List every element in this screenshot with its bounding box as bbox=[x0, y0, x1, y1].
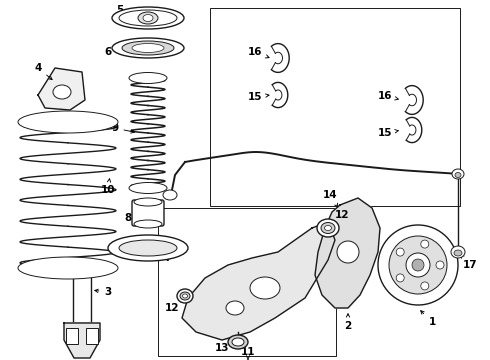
Ellipse shape bbox=[119, 240, 177, 256]
Ellipse shape bbox=[177, 289, 193, 303]
Ellipse shape bbox=[18, 111, 118, 133]
Ellipse shape bbox=[389, 236, 447, 294]
Text: 8: 8 bbox=[124, 213, 145, 223]
Ellipse shape bbox=[232, 338, 244, 346]
FancyBboxPatch shape bbox=[132, 200, 164, 226]
Text: 14: 14 bbox=[323, 190, 338, 207]
Bar bbox=[66, 328, 78, 344]
Ellipse shape bbox=[226, 301, 244, 315]
Ellipse shape bbox=[421, 282, 429, 290]
Text: 9: 9 bbox=[111, 123, 134, 133]
Ellipse shape bbox=[412, 259, 424, 271]
Polygon shape bbox=[315, 198, 380, 308]
Ellipse shape bbox=[396, 248, 404, 256]
Ellipse shape bbox=[337, 241, 359, 263]
Ellipse shape bbox=[108, 235, 188, 261]
Ellipse shape bbox=[421, 240, 429, 248]
Text: 17: 17 bbox=[461, 255, 477, 270]
Text: 12: 12 bbox=[165, 298, 183, 313]
Text: 6: 6 bbox=[104, 47, 126, 57]
Ellipse shape bbox=[53, 85, 71, 99]
Ellipse shape bbox=[132, 44, 164, 53]
Ellipse shape bbox=[406, 253, 430, 277]
Ellipse shape bbox=[138, 12, 158, 24]
Bar bbox=[210, 8, 460, 206]
Ellipse shape bbox=[250, 277, 280, 299]
Text: 13: 13 bbox=[215, 343, 235, 353]
Ellipse shape bbox=[129, 72, 167, 84]
Bar bbox=[73, 268, 91, 323]
Ellipse shape bbox=[180, 292, 190, 300]
Ellipse shape bbox=[119, 10, 177, 26]
Ellipse shape bbox=[378, 225, 458, 305]
Ellipse shape bbox=[143, 14, 153, 22]
Text: 15: 15 bbox=[248, 92, 269, 102]
Ellipse shape bbox=[182, 294, 188, 298]
Ellipse shape bbox=[134, 220, 162, 228]
Ellipse shape bbox=[454, 250, 462, 256]
Text: 4: 4 bbox=[34, 63, 52, 80]
Ellipse shape bbox=[163, 190, 177, 200]
Text: 15: 15 bbox=[378, 128, 398, 138]
Ellipse shape bbox=[129, 183, 167, 194]
Ellipse shape bbox=[455, 172, 461, 177]
Ellipse shape bbox=[324, 225, 332, 230]
Text: 2: 2 bbox=[344, 314, 352, 331]
Text: 10: 10 bbox=[101, 179, 115, 195]
Text: 12: 12 bbox=[331, 210, 349, 225]
Text: 1: 1 bbox=[421, 311, 436, 327]
Ellipse shape bbox=[112, 38, 184, 58]
Text: 16: 16 bbox=[378, 91, 398, 101]
Ellipse shape bbox=[436, 261, 444, 269]
Text: 11: 11 bbox=[241, 347, 255, 360]
Polygon shape bbox=[38, 68, 85, 110]
Ellipse shape bbox=[112, 7, 184, 29]
Ellipse shape bbox=[451, 246, 465, 258]
Ellipse shape bbox=[396, 274, 404, 282]
Ellipse shape bbox=[134, 198, 162, 206]
Ellipse shape bbox=[228, 335, 248, 349]
Ellipse shape bbox=[452, 169, 464, 179]
Bar bbox=[86, 328, 98, 344]
Polygon shape bbox=[64, 323, 100, 358]
Ellipse shape bbox=[321, 222, 335, 234]
Bar bbox=[158, 208, 336, 356]
Text: 3: 3 bbox=[95, 287, 112, 297]
Text: 5: 5 bbox=[117, 5, 145, 18]
Polygon shape bbox=[182, 222, 335, 340]
Text: 7: 7 bbox=[151, 250, 172, 263]
Text: 16: 16 bbox=[248, 47, 269, 58]
Ellipse shape bbox=[18, 257, 118, 279]
Ellipse shape bbox=[122, 41, 174, 55]
Ellipse shape bbox=[317, 219, 339, 237]
